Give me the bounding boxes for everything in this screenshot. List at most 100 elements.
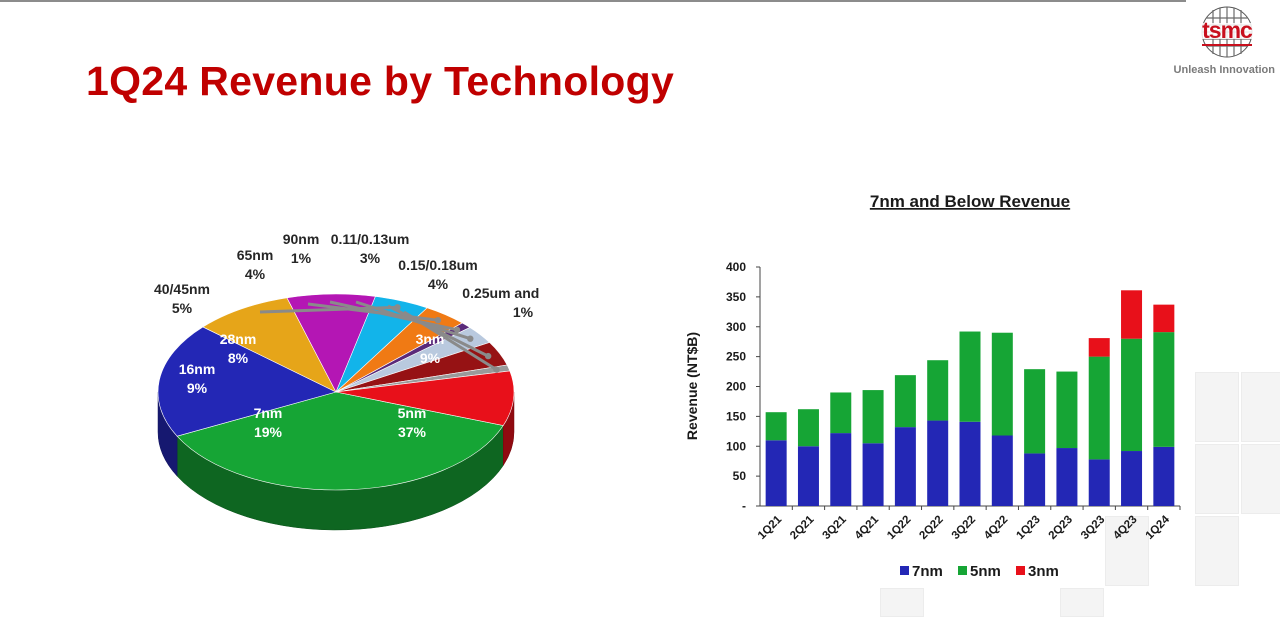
pie-labels: 5nm 37%7nm 19%16nm 9%28nm 8%40/45nm 5%65nm 4%9… [154,231,540,440]
decor-tile [1241,444,1280,514]
bar-3nm-1Q24 [1153,304,1175,333]
pie-label-pct: 37% [398,424,427,440]
pie-slice-7nm [157,326,337,437]
pie-label-5nm: 5nm 37% [398,405,427,440]
pie-label-65nm: 65nm 4% [237,247,274,282]
x-tick-label: 3Q23 [1079,514,1107,542]
tsmc-logo [1200,6,1254,58]
x-tick-label: 2Q23 [1047,514,1075,542]
pie-label-name: 0.15/0.18um [398,257,477,273]
bar-7nm-4Q23 [1121,451,1143,506]
pie-label-name: 90nm [283,231,320,247]
pie-label-pct: 4% [428,276,449,292]
page-title: 1Q24 Revenue by Technology [86,58,675,104]
legend-swatch-5nm [958,566,967,575]
bar-5nm-1Q22 [894,375,916,428]
leader-dot-65nm [434,316,442,324]
bar-7nm-1Q23 [1024,453,1046,506]
bar-5nm-4Q23 [1121,338,1143,452]
x-tick-label: 1Q22 [885,514,913,542]
pie-slice-16nm [202,297,337,393]
leader-line-90nm [329,300,458,332]
decor-tile [1105,516,1149,586]
legend-swatch-7nm [900,566,909,575]
bar-5nm-3Q23 [1088,356,1110,460]
pie-sides [157,391,515,531]
pie-label-pct: 5% [172,300,193,316]
bar-5nm-3Q22 [959,331,981,422]
x-tick-label: 1Q21 [756,513,785,542]
pie-label-28nm: 28nm 8% [220,331,257,366]
pie-label-16nm: 16nm 9% [179,361,216,396]
leader-line-0.11/0.13um [355,300,471,341]
bar-3nm-3Q23 [1088,338,1110,357]
pie-label-name: 3nm [416,331,445,347]
y-tick-label: 150 [726,409,746,423]
bar-7nm-3Q23 [1088,459,1110,506]
bar-7nm-3Q22 [959,421,981,506]
decor-tile [1195,444,1239,514]
pie-label-0.11/0.13um: 0.11/0.13um 3% [331,231,410,266]
pie-label-name: 65nm [237,247,274,263]
y-tick-label: 300 [726,320,746,334]
pie-label-0.15/0.18um: 0.15/0.18um 4% [398,257,477,292]
legend-label-5nm: 5nm [970,563,1001,580]
legend-label-7nm: 7nm [912,563,943,580]
leader-dot-0.15/0.18um [484,352,492,360]
bar-5nm-1Q21 [765,412,787,441]
pie-label-90nm: 90nm 1% [283,231,320,266]
y-tick-label: 200 [726,380,746,394]
bar-5nm-3Q21 [830,392,852,434]
decor-tile [1195,372,1239,442]
pie-label-name: 0.25um and above [462,285,540,301]
leader-dot-90nm [453,326,461,334]
bar-5nm-1Q23 [1024,369,1046,454]
x-tick-label: 1Q24 [1144,513,1173,542]
pie-slice-28nm [286,293,376,393]
bar-5nm-4Q21 [862,390,884,444]
leader-dot-0.11/0.13um [467,335,474,342]
bar-7nm-4Q21 [862,443,884,506]
pie-label-name: 16nm [179,361,216,377]
pie-label-name: 0.11/0.13um [331,231,410,247]
leader-line-0.15/0.18um [387,304,489,358]
x-tick-label: 2Q21 [788,513,817,542]
pie-label-pct: 8% [228,350,249,366]
x-tick-label: 4Q22 [982,514,1010,542]
x-tick-label: 3Q21 [821,513,850,542]
bar-5nm-1Q24 [1153,332,1175,447]
pie-label-pct: 1% [513,304,534,320]
pie-label-name: 7nm [254,405,283,421]
pie-label-0.25um and above: 0.25um and above 1% [462,285,540,320]
bar-7nm-2Q23 [1056,448,1078,506]
y-tick-label: 400 [726,260,746,274]
y-tick-label: - [742,499,746,513]
decor-tile [1241,372,1280,442]
bar-7nm-1Q21 [765,440,787,506]
pie-label-7nm: 7nm 19% [254,405,283,440]
bar-5nm-2Q22 [927,360,949,421]
pie-label-3nm: 3nm 9% [416,331,445,366]
legend-swatch-3nm [1016,566,1025,575]
pie-slice-5nm [176,391,504,491]
y-tick-label: 100 [726,439,746,453]
y-tick-label: 50 [733,469,747,483]
top-rule [0,0,1186,2]
pie-label-name: 5nm [398,405,427,421]
leader-dot-0.25um and above [493,366,500,373]
pie-label-40/45nm: 40/45nm 5% [154,281,210,316]
below-7nm-revenue-chart: 7nm and Below Revenue Revenue (NT$B) - 50 10… [684,192,1181,580]
x-tick-label: 2Q22 [917,514,945,542]
pie-label-pct: 4% [245,266,266,282]
x-tick-label: 4Q21 [853,513,882,542]
pie-label-name: 28nm [220,331,257,347]
bar-7nm-2Q21 [797,446,819,506]
bar-7nm-1Q22 [894,427,916,506]
legend-label-3nm: 3nm [1028,563,1059,580]
technology-pie-chart: 5nm 37%7nm 19%16nm 9%28nm 8%40/45nm 5%65nm 4%9… [154,231,540,531]
y-tick-label: 250 [726,350,746,364]
decor-tile [1195,516,1239,586]
brand-wordmark: tsmc [1202,17,1253,43]
tagline: Unleash Innovation [1173,64,1275,76]
bar-7nm-2Q22 [927,420,949,506]
